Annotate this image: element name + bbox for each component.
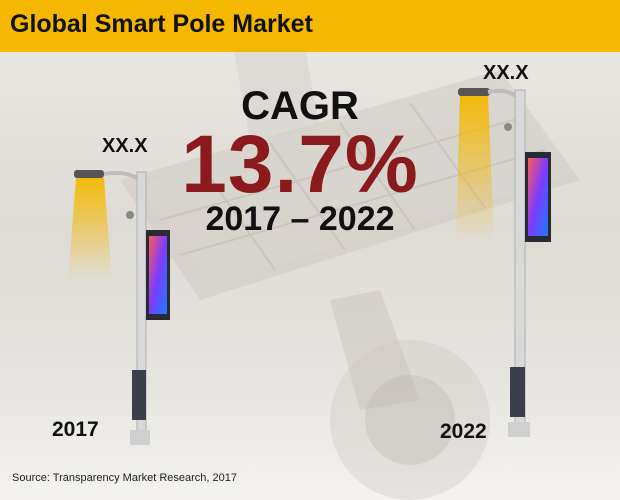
cagr-label: CAGR bbox=[241, 84, 359, 128]
year-label-2022: 2022 bbox=[440, 420, 487, 443]
value-label-2017: XX.X bbox=[102, 135, 148, 157]
year-label-2017: 2017 bbox=[52, 418, 99, 441]
chart-title: Global Smart Pole Market bbox=[10, 10, 313, 38]
title-bar: Global Smart Pole Market bbox=[0, 0, 620, 52]
source-note: Source: Transparency Market Research, 20… bbox=[12, 472, 238, 484]
smart-pole-icon-2017 bbox=[68, 170, 170, 445]
cagr-value: 13.7% bbox=[181, 119, 419, 210]
smart-pole-icon-2022 bbox=[456, 88, 551, 437]
value-label-2022: XX.X bbox=[483, 62, 529, 84]
cagr-period: 2017 – 2022 bbox=[205, 200, 395, 238]
